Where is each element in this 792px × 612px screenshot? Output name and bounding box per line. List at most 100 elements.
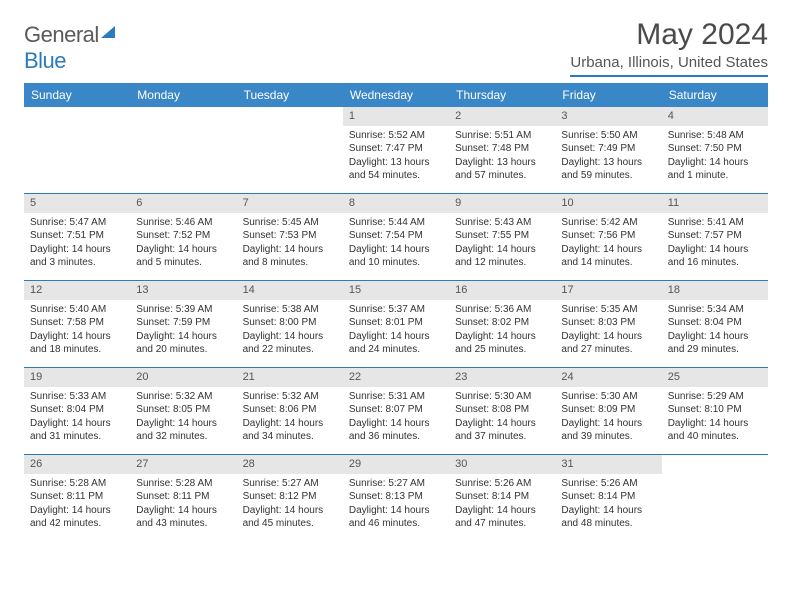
title-block: May 2024 Urbana, Illinois, United States — [570, 18, 768, 77]
sunset-line: Sunset: 8:01 PM — [349, 316, 443, 330]
sunrise-label: Sunrise: — [243, 478, 282, 489]
daylight-line: Daylight: 13 hours and 57 minutes. — [455, 156, 549, 183]
sunrise-line: Sunrise: 5:27 AM — [243, 477, 337, 491]
daylight-label: Daylight: — [561, 418, 603, 429]
daylight-line: Daylight: 14 hours and 22 minutes. — [243, 330, 337, 357]
day-number: 16 — [449, 281, 555, 300]
sunrise-line: Sunrise: 5:45 AM — [243, 216, 337, 230]
sunrise-label: Sunrise: — [243, 217, 282, 228]
day-body: Sunrise: 5:28 AMSunset: 8:11 PMDaylight:… — [24, 474, 130, 535]
day-number: 6 — [130, 194, 236, 213]
sunrise-line: Sunrise: 5:34 AM — [668, 303, 762, 317]
day-body: Sunrise: 5:38 AMSunset: 8:00 PMDaylight:… — [237, 300, 343, 361]
day-cell: 10Sunrise: 5:42 AMSunset: 7:56 PMDayligh… — [555, 194, 661, 280]
day-cell: . — [237, 107, 343, 193]
day-cell: 2Sunrise: 5:51 AMSunset: 7:48 PMDaylight… — [449, 107, 555, 193]
daylight-line: Daylight: 14 hours and 43 minutes. — [136, 504, 230, 531]
sunrise-label: Sunrise: — [668, 391, 707, 402]
day-number: 23 — [449, 368, 555, 387]
week-row: 26Sunrise: 5:28 AMSunset: 8:11 PMDayligh… — [24, 454, 768, 541]
brand-logo: GeneralBlue — [24, 18, 119, 74]
sunset-label: Sunset: — [668, 317, 705, 328]
day-number: 27 — [130, 455, 236, 474]
sunrise-label: Sunrise: — [136, 304, 175, 315]
sunrise-line: Sunrise: 5:39 AM — [136, 303, 230, 317]
sunrise-line: Sunrise: 5:50 AM — [561, 129, 655, 143]
daylight-label: Daylight: — [136, 505, 178, 516]
logo-text: GeneralBlue — [24, 22, 119, 74]
sunrise-line: Sunrise: 5:30 AM — [561, 390, 655, 404]
sunset-label: Sunset: — [561, 317, 598, 328]
day-body — [130, 126, 236, 133]
sunrise-label: Sunrise: — [243, 391, 282, 402]
sunset-line: Sunset: 8:11 PM — [136, 490, 230, 504]
sunset-line: Sunset: 8:03 PM — [561, 316, 655, 330]
daylight-line: Daylight: 13 hours and 54 minutes. — [349, 156, 443, 183]
daylight-label: Daylight: — [561, 244, 603, 255]
daylight-label: Daylight: — [30, 244, 72, 255]
sunrise-line: Sunrise: 5:37 AM — [349, 303, 443, 317]
daylight-label: Daylight: — [243, 244, 285, 255]
day-cell: 17Sunrise: 5:35 AMSunset: 8:03 PMDayligh… — [555, 281, 661, 367]
day-cell: 6Sunrise: 5:46 AMSunset: 7:52 PMDaylight… — [130, 194, 236, 280]
sunrise-line: Sunrise: 5:35 AM — [561, 303, 655, 317]
sunrise-value: 5:50 AM — [601, 130, 638, 141]
sunrise-value: 5:39 AM — [176, 304, 213, 315]
sunset-value: 7:59 PM — [173, 317, 210, 328]
daylight-line: Daylight: 14 hours and 10 minutes. — [349, 243, 443, 270]
daylight-label: Daylight: — [668, 244, 710, 255]
day-cell: 22Sunrise: 5:31 AMSunset: 8:07 PMDayligh… — [343, 368, 449, 454]
sunset-line: Sunset: 7:49 PM — [561, 142, 655, 156]
day-cell: 29Sunrise: 5:27 AMSunset: 8:13 PMDayligh… — [343, 455, 449, 541]
sunrise-line: Sunrise: 5:38 AM — [243, 303, 337, 317]
sunset-value: 7:56 PM — [598, 230, 635, 241]
sunrise-label: Sunrise: — [455, 391, 494, 402]
day-body — [237, 126, 343, 133]
daylight-line: Daylight: 14 hours and 12 minutes. — [455, 243, 549, 270]
sunset-line: Sunset: 7:56 PM — [561, 229, 655, 243]
daylight-line: Daylight: 14 hours and 24 minutes. — [349, 330, 443, 357]
daylight-line: Daylight: 14 hours and 36 minutes. — [349, 417, 443, 444]
daylight-label: Daylight: — [455, 418, 497, 429]
sunset-label: Sunset: — [668, 143, 705, 154]
day-cell: 25Sunrise: 5:29 AMSunset: 8:10 PMDayligh… — [662, 368, 768, 454]
sunrise-value: 5:51 AM — [495, 130, 532, 141]
daylight-label: Daylight: — [455, 157, 497, 168]
day-body: Sunrise: 5:30 AMSunset: 8:08 PMDaylight:… — [449, 387, 555, 448]
day-number: 22 — [343, 368, 449, 387]
sunrise-value: 5:30 AM — [601, 391, 638, 402]
sunset-label: Sunset: — [349, 143, 386, 154]
sunset-line: Sunset: 8:13 PM — [349, 490, 443, 504]
day-number: 17 — [555, 281, 661, 300]
daylight-label: Daylight: — [455, 244, 497, 255]
day-body: Sunrise: 5:40 AMSunset: 7:58 PMDaylight:… — [24, 300, 130, 361]
day-cell: 20Sunrise: 5:32 AMSunset: 8:05 PMDayligh… — [130, 368, 236, 454]
sunset-value: 8:04 PM — [67, 404, 104, 415]
sunset-value: 7:49 PM — [598, 143, 635, 154]
day-cell: 16Sunrise: 5:36 AMSunset: 8:02 PMDayligh… — [449, 281, 555, 367]
day-body: Sunrise: 5:51 AMSunset: 7:48 PMDaylight:… — [449, 126, 555, 187]
sunrise-line: Sunrise: 5:29 AM — [668, 390, 762, 404]
day-number: 3 — [555, 107, 661, 126]
daylight-label: Daylight: — [455, 505, 497, 516]
sunset-line: Sunset: 7:58 PM — [30, 316, 124, 330]
day-number: 21 — [237, 368, 343, 387]
sunset-value: 7:51 PM — [67, 230, 104, 241]
sunset-value: 8:14 PM — [492, 491, 529, 502]
day-body — [24, 126, 130, 133]
week-row: ...1Sunrise: 5:52 AMSunset: 7:47 PMDayli… — [24, 107, 768, 193]
day-cell: 8Sunrise: 5:44 AMSunset: 7:54 PMDaylight… — [343, 194, 449, 280]
day-body: Sunrise: 5:39 AMSunset: 7:59 PMDaylight:… — [130, 300, 236, 361]
sunrise-label: Sunrise: — [668, 217, 707, 228]
sunrise-value: 5:32 AM — [176, 391, 213, 402]
sunset-value: 8:11 PM — [67, 491, 104, 502]
daylight-label: Daylight: — [349, 505, 391, 516]
sunrise-label: Sunrise: — [455, 478, 494, 489]
sunset-label: Sunset: — [30, 491, 67, 502]
sunrise-value: 5:27 AM — [282, 478, 319, 489]
day-number: 10 — [555, 194, 661, 213]
day-number: 29 — [343, 455, 449, 474]
daylight-line: Daylight: 14 hours and 29 minutes. — [668, 330, 762, 357]
flag-icon — [101, 22, 119, 48]
sunrise-value: 5:31 AM — [388, 391, 425, 402]
